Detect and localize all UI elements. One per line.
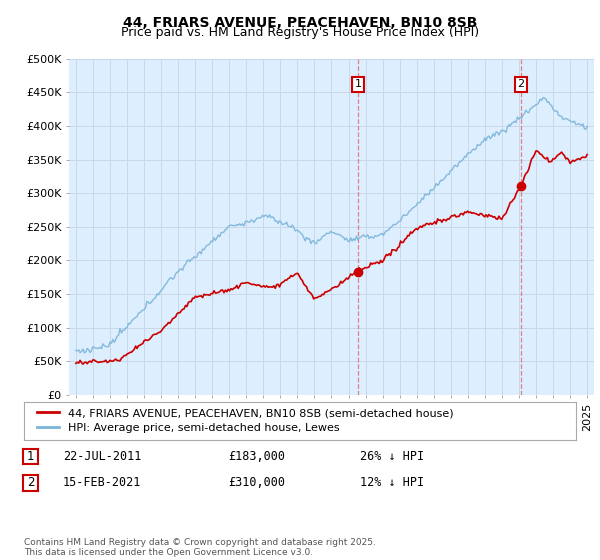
Text: 44, FRIARS AVENUE, PEACEHAVEN, BN10 8SB: 44, FRIARS AVENUE, PEACEHAVEN, BN10 8SB [123, 16, 477, 30]
Text: Contains HM Land Registry data © Crown copyright and database right 2025.
This d: Contains HM Land Registry data © Crown c… [24, 538, 376, 557]
Text: 2: 2 [27, 476, 34, 489]
Text: 22-JUL-2011: 22-JUL-2011 [63, 450, 142, 463]
Text: 1: 1 [27, 450, 34, 463]
Text: £183,000: £183,000 [228, 450, 285, 463]
Text: 12% ↓ HPI: 12% ↓ HPI [360, 476, 424, 489]
Text: 1: 1 [355, 80, 361, 90]
Legend: 44, FRIARS AVENUE, PEACEHAVEN, BN10 8SB (semi-detached house), HPI: Average pric: 44, FRIARS AVENUE, PEACEHAVEN, BN10 8SB … [32, 404, 458, 437]
Text: 2: 2 [517, 80, 524, 90]
Text: 15-FEB-2021: 15-FEB-2021 [63, 476, 142, 489]
Text: £310,000: £310,000 [228, 476, 285, 489]
Text: 26% ↓ HPI: 26% ↓ HPI [360, 450, 424, 463]
Text: Price paid vs. HM Land Registry's House Price Index (HPI): Price paid vs. HM Land Registry's House … [121, 26, 479, 39]
